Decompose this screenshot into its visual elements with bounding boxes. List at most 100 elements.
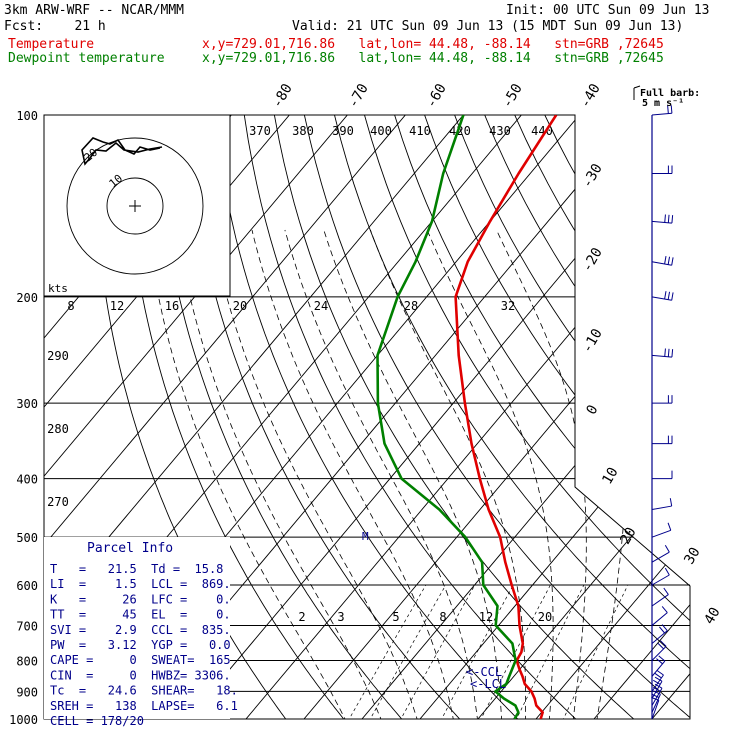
- theta-left-label: 290: [47, 349, 69, 363]
- dry-adiabat-line: [334, 115, 690, 719]
- theta-e-label: 24: [314, 299, 328, 313]
- pressure-tick-label: 700: [16, 619, 38, 633]
- dry-adiabat-line: [725, 115, 740, 732]
- isotherm-line: [466, 115, 690, 719]
- mixing-ratio-label: 5: [392, 610, 399, 624]
- dewpoint-profile: [376, 115, 520, 719]
- parcel-row: CIN = 0 HWBZ= 3306.: [50, 668, 231, 682]
- pressure-tick-label: 100: [16, 109, 38, 123]
- wind-barb-flag: [661, 624, 668, 632]
- theta-left-label: 280: [47, 422, 69, 436]
- barb-key-value: 5 m s⁻¹: [642, 98, 684, 109]
- pressure-tick-label: 500: [16, 531, 38, 545]
- parcel-row: T = 21.5 Td = 15.8: [50, 562, 223, 576]
- isotherm-line: [176, 115, 690, 719]
- isotherm-line: [292, 115, 690, 719]
- model-title: 3km ARW-WRF -- NCAR/MMM: [4, 3, 185, 18]
- wind-barb-flag: [664, 348, 666, 357]
- wind-barb: [651, 612, 668, 626]
- theta-left-label: 270: [47, 495, 69, 509]
- dry-adiabat-line: [273, 115, 649, 719]
- wind-barb: [651, 529, 671, 538]
- dry-adiabat-line: [303, 115, 690, 719]
- isotherm-line: [44, 115, 487, 719]
- mixing-ratio-line: [362, 584, 447, 719]
- wind-barb-flag: [661, 606, 668, 613]
- theta-e-label: 32: [501, 299, 515, 313]
- theta-e-label: 16: [165, 299, 179, 313]
- pressure-tick-label: 1000: [9, 713, 38, 727]
- dry-adiabat-line: [153, 115, 414, 719]
- lcl-marker: <-LCL: [470, 677, 506, 691]
- isotherm-label: -20: [579, 245, 606, 275]
- dry-adiabat-line: [634, 115, 690, 719]
- hodograph-trace: [81, 137, 163, 166]
- pressure-tick-label: 200: [16, 291, 38, 305]
- wind-barb-flag: [667, 522, 672, 531]
- isotherm-label: -30: [579, 161, 606, 191]
- mixing-ratio-line: [557, 584, 629, 719]
- mixing-ratio-line: [434, 584, 514, 719]
- isotherm-line: [524, 115, 690, 719]
- wind-barb: [651, 505, 672, 511]
- isotherm-label: -70: [345, 81, 372, 111]
- mixing-ratio-label: 3: [337, 610, 344, 624]
- theta-e-label: 8: [67, 299, 74, 313]
- wind-barb-flag: [671, 349, 674, 358]
- mixing-ratio-label: 2: [298, 610, 305, 624]
- dry-adiabat-line: [604, 115, 690, 719]
- wind-barb-flag: [664, 256, 667, 265]
- barb-key-title: Full barb:: [640, 88, 700, 99]
- parcel-row: K = 26 LFC = 0.: [50, 592, 231, 606]
- moist-adiabat-line: [251, 229, 456, 719]
- isotherm-label: 0: [583, 402, 601, 417]
- m-marker: M: [362, 530, 369, 543]
- wind-barb-flag: [659, 626, 665, 634]
- theta-e-label: 20: [233, 299, 247, 313]
- wind-barb-flag: [656, 669, 664, 676]
- dry-adiabat-line: [243, 115, 590, 719]
- pressure-tick-label: 400: [16, 473, 38, 487]
- barb-key: Full barb: 5 m s⁻¹: [633, 85, 700, 109]
- wind-barb-flag: [671, 292, 674, 301]
- wind-barb: [651, 700, 660, 720]
- parcel-row: TT = 45 EL = 0.: [50, 608, 231, 622]
- wind-barb: [651, 551, 670, 563]
- hodograph-units: kts: [48, 282, 68, 295]
- wind-barb-flag: [667, 105, 669, 114]
- legend-temperature: Temperature: [8, 37, 95, 52]
- legend-dewpoint: Dewpoint temperature: [8, 51, 165, 66]
- mixing-ratio-label: 20: [538, 610, 552, 624]
- dry-adiabat-line: [364, 115, 690, 719]
- wind-barb-flag: [653, 679, 661, 685]
- ccl-marker: <-CCL: [466, 665, 502, 679]
- dry-adiabat-line: [664, 115, 690, 719]
- pressure-tick-label: 600: [16, 579, 38, 593]
- theta-label: 400: [370, 124, 392, 138]
- wind-barb: [651, 574, 670, 586]
- dry-adiabat-line: [213, 115, 531, 719]
- isotherm-label: -60: [423, 81, 450, 111]
- dry-adiabat-line: [424, 115, 690, 719]
- isotherm-label: 40: [701, 605, 723, 628]
- isotherm-label: -50: [499, 81, 526, 111]
- init-time: Init: 00 UTC Sun 09 Jun 13: [506, 3, 710, 18]
- wind-barb-flag: [671, 215, 674, 224]
- parcel-row: CELL = 178/20: [50, 714, 144, 728]
- wind-barb-flag: [656, 658, 663, 665]
- wind-barb-flag: [670, 105, 673, 114]
- hodograph-ring-outer: [66, 137, 204, 275]
- temperature-location: x,y=729.01,716.86 lat,lon= 44.48, -88.14…: [202, 37, 664, 52]
- parcel-row: PW = 3.12 YGP = 0.0: [50, 638, 231, 652]
- wind-barb: [651, 112, 672, 116]
- theta-label: 420: [449, 124, 471, 138]
- wind-barb-flag: [664, 545, 670, 553]
- theta-e-label: 28: [404, 299, 418, 313]
- mixing-ratio-label: 12: [479, 610, 493, 624]
- parcel-row: SVI = 2.9 CCL = 835.: [50, 623, 231, 637]
- wind-barb-flag: [654, 672, 662, 679]
- wind-barb-flag: [651, 693, 660, 698]
- pressure-tick-label: 300: [16, 397, 38, 411]
- dry-adiabat-line: [514, 115, 690, 719]
- parcel-row: SREH = 138 LAPSE= 6.1: [50, 699, 238, 713]
